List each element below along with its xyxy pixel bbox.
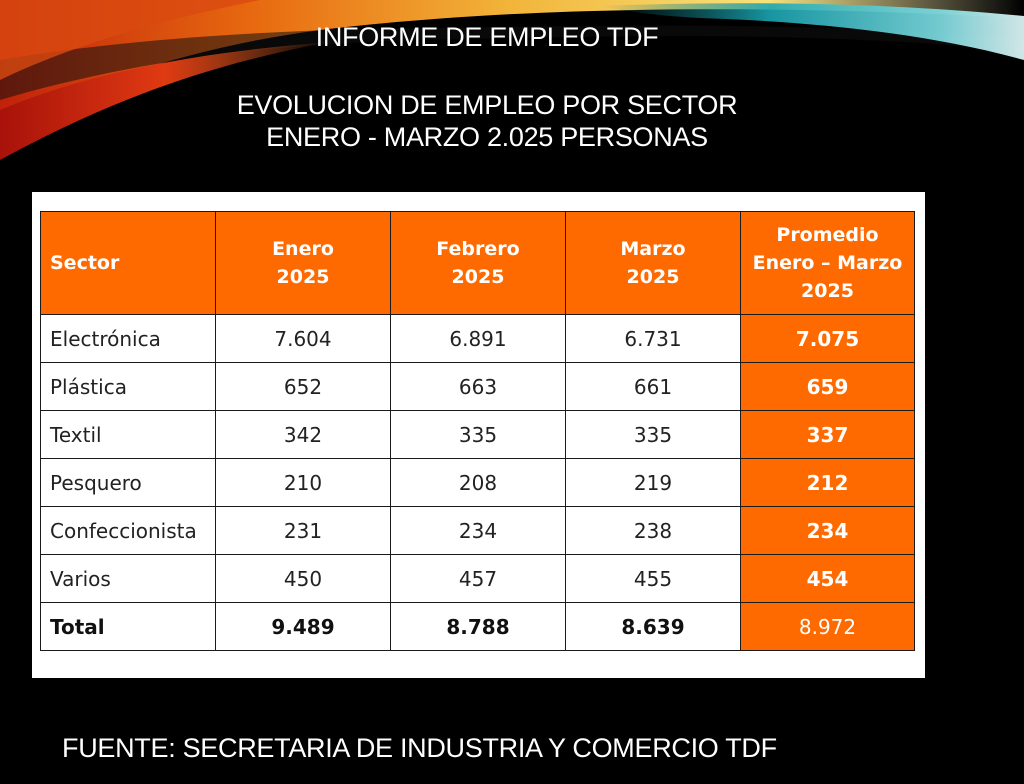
promedio-cell: 7.075	[740, 314, 915, 363]
column-header-febrero-line: 2025	[451, 266, 505, 288]
column-header-marzo-line: 2025	[626, 266, 680, 288]
sector-cell: Textil	[40, 410, 216, 459]
column-header-promedio-line: Promedio	[776, 224, 879, 246]
marzo-cell: 455	[565, 554, 741, 603]
sector-cell: Pesquero	[40, 458, 216, 507]
column-header-enero-line: Enero	[272, 238, 334, 260]
source-footer: FUENTE: SECRETARIA DE INDUSTRIA Y COMERC…	[62, 733, 777, 763]
column-header-promedio-line: 2025	[801, 280, 854, 302]
slide-subtitle-line2: ENERO - MARZO 2.025 PERSONAS	[266, 122, 708, 152]
table-row: Confeccionista 231 234 238 234	[40, 506, 915, 555]
promedio-cell: 212	[740, 458, 915, 507]
marzo-cell: 661	[565, 362, 741, 411]
column-header-marzo-line: Marzo	[620, 238, 686, 260]
column-header-promedio: Promedio Enero – Marzo 2025	[740, 211, 915, 315]
enero-cell: 231	[215, 506, 391, 555]
febrero-cell: 208	[390, 458, 566, 507]
marzo-cell: 335	[565, 410, 741, 459]
sector-cell: Plástica	[40, 362, 216, 411]
slide-subtitle-line1: EVOLUCION DE EMPLEO POR SECTOR	[236, 90, 738, 120]
promedio-cell: 337	[740, 410, 915, 459]
slide-title: INFORME DE EMPLEO TDF	[315, 22, 659, 52]
promedio-cell: 234	[740, 506, 915, 555]
sector-cell: Confeccionista	[40, 506, 216, 555]
promedio-cell: 659	[740, 362, 915, 411]
febrero-cell: 457	[390, 554, 566, 603]
total-sector-cell: Total	[40, 602, 216, 651]
febrero-cell: 663	[390, 362, 566, 411]
table-card: Sector Enero 2025 Febrero 2025 Marzo 2025 Prome…	[32, 192, 925, 678]
marzo-cell: 219	[565, 458, 741, 507]
total-febrero-cell: 8.788	[390, 602, 566, 651]
promedio-cell: 454	[740, 554, 915, 603]
column-header-febrero: Febrero 2025	[390, 211, 566, 315]
employment-table: Sector Enero 2025 Febrero 2025 Marzo 2025 Prome…	[40, 211, 915, 651]
enero-cell: 652	[215, 362, 391, 411]
table-row: Textil 342 335 335 337	[40, 410, 915, 459]
febrero-cell: 234	[390, 506, 566, 555]
enero-cell: 7.604	[215, 314, 391, 363]
febrero-cell: 6.891	[390, 314, 566, 363]
enero-cell: 450	[215, 554, 391, 603]
total-row: Total 9.489 8.788 8.639 8.972	[40, 602, 915, 651]
enero-cell: 210	[215, 458, 391, 507]
column-header-enero: Enero 2025	[215, 211, 391, 315]
total-enero-cell: 9.489	[215, 602, 391, 651]
column-header-sector: Sector	[40, 211, 216, 315]
total-marzo-cell: 8.639	[565, 602, 741, 651]
column-header-enero-line: 2025	[276, 266, 330, 288]
table-body: Electrónica 7.604 6.891 6.731 7.075 Plástica 6…	[40, 314, 915, 651]
column-header-marzo: Marzo 2025	[565, 211, 741, 315]
table-header-row: Sector Enero 2025 Febrero 2025 Marzo 2025 Prome…	[40, 211, 915, 315]
sector-cell: Electrónica	[40, 314, 216, 363]
table-row: Electrónica 7.604 6.891 6.731 7.075	[40, 314, 915, 363]
column-header-sector-line: Sector	[50, 252, 120, 274]
column-header-febrero-line: Febrero	[436, 238, 520, 260]
table-row: Varios 450 457 455 454	[40, 554, 915, 603]
febrero-cell: 335	[390, 410, 566, 459]
marzo-cell: 238	[565, 506, 741, 555]
column-header-promedio-line: Enero – Marzo	[752, 252, 903, 274]
enero-cell: 342	[215, 410, 391, 459]
table-row: Plástica 652 663 661 659	[40, 362, 915, 411]
total-promedio-cell: 8.972	[740, 602, 915, 651]
decorative-swoosh	[0, 0, 1024, 160]
marzo-cell: 6.731	[565, 314, 741, 363]
sector-cell: Varios	[40, 554, 216, 603]
table-row: Pesquero 210 208 219 212	[40, 458, 915, 507]
